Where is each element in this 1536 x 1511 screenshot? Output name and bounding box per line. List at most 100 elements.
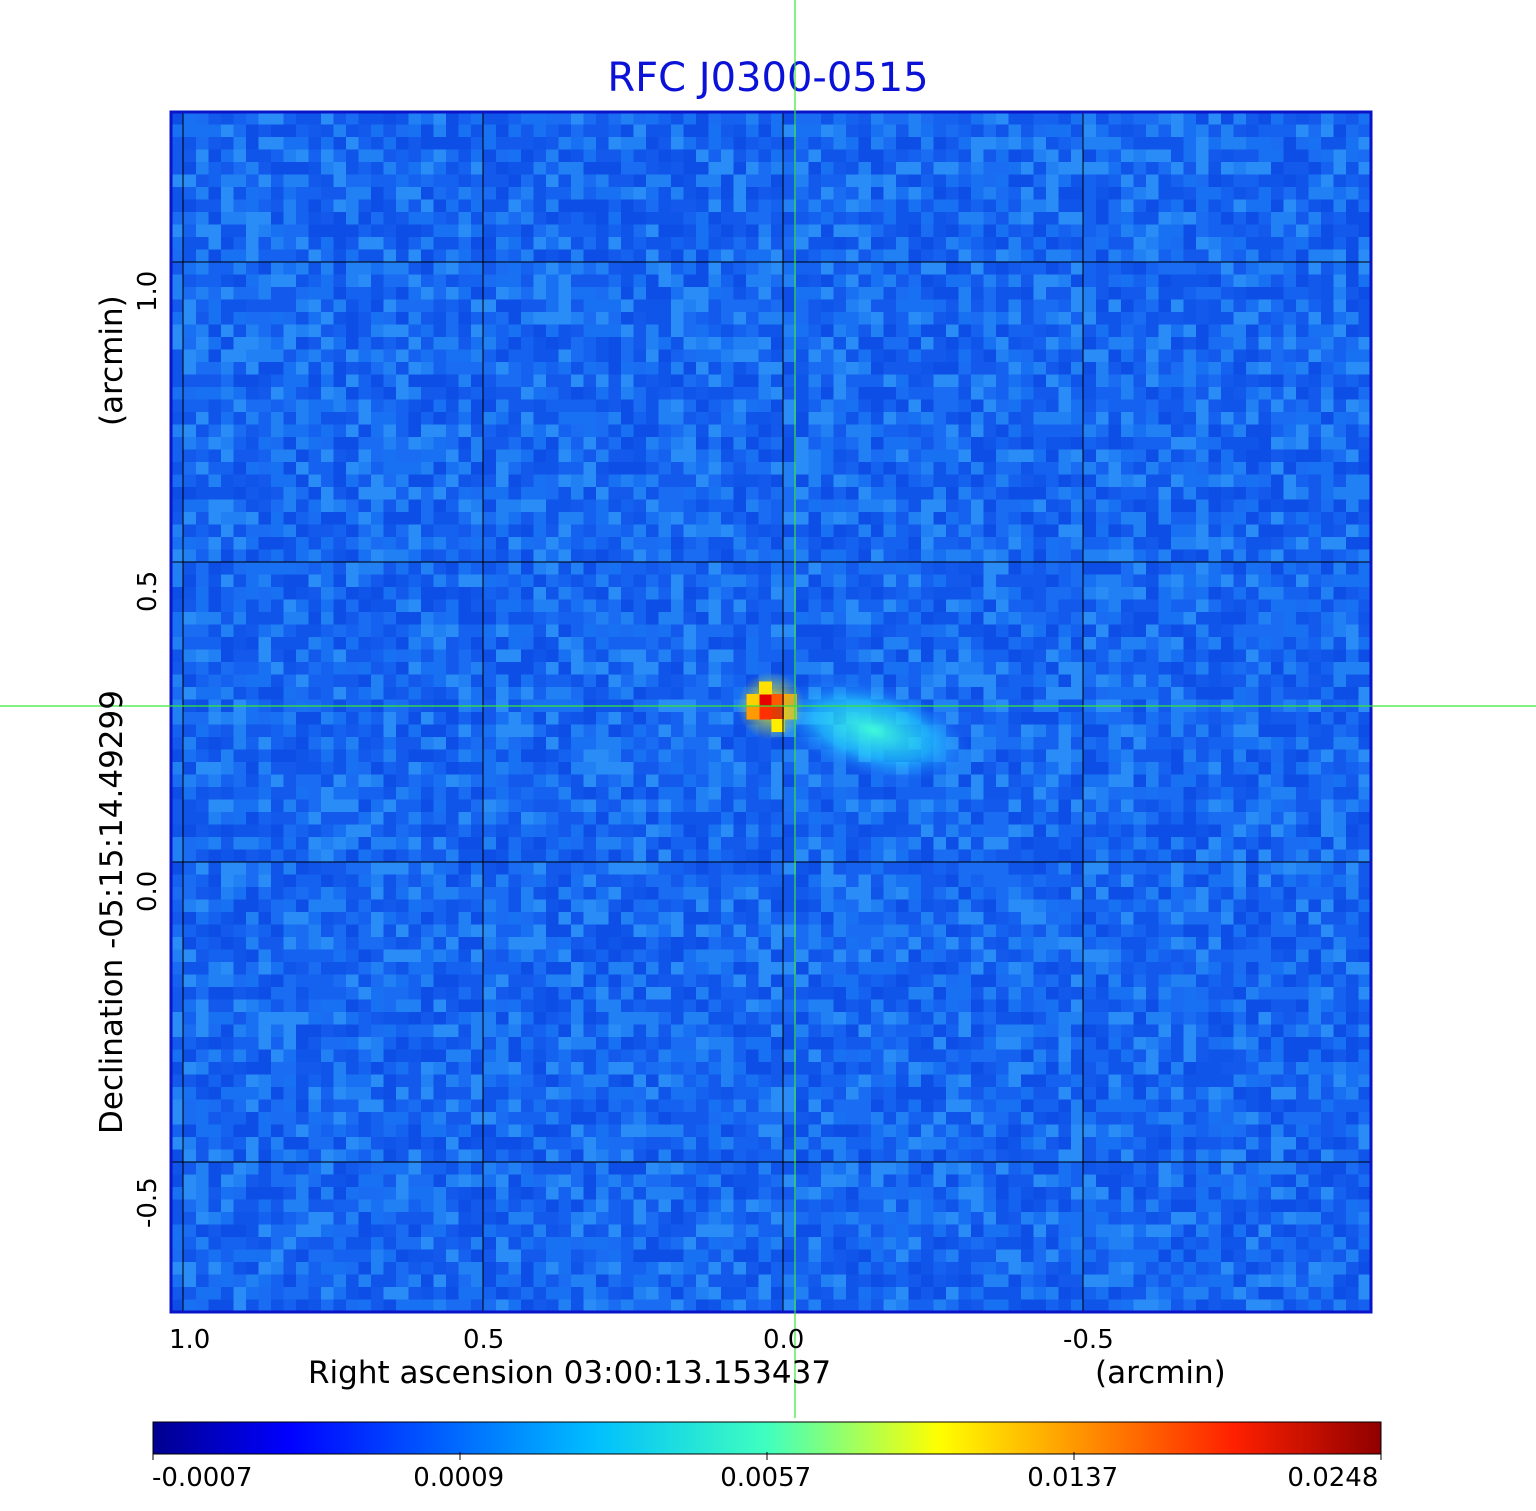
- heatmap-cell: [1358, 687, 1371, 701]
- heatmap-cell: [183, 662, 197, 676]
- heatmap-cell: [221, 337, 235, 351]
- heatmap-cell: [1108, 399, 1122, 413]
- heatmap-cell: [533, 574, 547, 588]
- heatmap-cell: [1346, 374, 1360, 388]
- heatmap-cell: [908, 424, 922, 438]
- heatmap-cell: [771, 112, 785, 126]
- heatmap-cell: [383, 237, 397, 251]
- heatmap-cell: [1146, 149, 1160, 163]
- heatmap-cell: [371, 437, 385, 451]
- heatmap-cell: [533, 212, 547, 226]
- heatmap-cell: [346, 599, 360, 613]
- heatmap-cell: [421, 412, 435, 426]
- heatmap-cell: [983, 212, 997, 226]
- heatmap-cell: [458, 587, 472, 601]
- heatmap-cell: [196, 537, 210, 551]
- heatmap-cell: [646, 674, 660, 688]
- heatmap-cell: [508, 312, 522, 326]
- heatmap-cell: [521, 324, 535, 338]
- heatmap-cell: [833, 187, 847, 201]
- heatmap-cell: [971, 499, 985, 513]
- heatmap-cell: [821, 237, 835, 251]
- heatmap-cell: [1133, 499, 1147, 513]
- heatmap-cell: [1358, 212, 1371, 226]
- heatmap-cell: [1221, 624, 1235, 638]
- heatmap-cell: [1208, 249, 1222, 263]
- heatmap-cell: [1158, 237, 1172, 251]
- heatmap-cell: [1071, 149, 1085, 163]
- heatmap-cell: [846, 499, 860, 513]
- heatmap-cell: [921, 137, 935, 151]
- heatmap-cell: [1208, 274, 1222, 288]
- heatmap-cell: [1108, 537, 1122, 551]
- heatmap-cell: [521, 674, 535, 688]
- heatmap-cell: [1283, 662, 1297, 676]
- heatmap-cell: [883, 437, 897, 451]
- heatmap-cell: [1296, 424, 1310, 438]
- heatmap-cell: [633, 437, 647, 451]
- heatmap-cell: [1346, 424, 1360, 438]
- heatmap-cell: [1296, 624, 1310, 638]
- heatmap-cell: [1233, 249, 1247, 263]
- heatmap-cell: [308, 312, 322, 326]
- heatmap-cell: [196, 124, 210, 138]
- heatmap-cell: [696, 537, 710, 551]
- heatmap-cell: [933, 337, 947, 351]
- heatmap-cell: [396, 612, 410, 626]
- heatmap-cell: [471, 212, 485, 226]
- heatmap-cell: [958, 162, 972, 176]
- heatmap-cell: [483, 574, 497, 588]
- heatmap-cell: [496, 612, 510, 626]
- heatmap-cell: [1233, 212, 1247, 226]
- heatmap-cell: [896, 549, 910, 563]
- heatmap-cell: [846, 349, 860, 363]
- heatmap-cell: [1258, 324, 1272, 338]
- heatmap-cell: [271, 224, 285, 238]
- heatmap-cell: [646, 274, 660, 288]
- heatmap-cell: [508, 162, 522, 176]
- heatmap-cell: [696, 137, 710, 151]
- heatmap-cell: [1346, 437, 1360, 451]
- heatmap-cell: [721, 437, 735, 451]
- heatmap-cell: [408, 449, 422, 463]
- heatmap-cell: [546, 262, 560, 276]
- heatmap-cell: [508, 187, 522, 201]
- heatmap-cell: [921, 437, 935, 451]
- heatmap-cell: [1021, 512, 1035, 526]
- heatmap-cell: [746, 324, 760, 338]
- heatmap-cell: [296, 224, 310, 238]
- heatmap-cell: [883, 124, 897, 138]
- heatmap-cell: [221, 749, 235, 763]
- heatmap-cell: [1308, 124, 1322, 138]
- heatmap-cell: [946, 587, 960, 601]
- heatmap-cell: [308, 499, 322, 513]
- heatmap-cell: [546, 687, 560, 701]
- heatmap-cell: [1296, 687, 1310, 701]
- heatmap-cell: [846, 474, 860, 488]
- heatmap-cell: [521, 537, 535, 551]
- heatmap-cell: [1108, 174, 1122, 188]
- heatmap-cell: [871, 637, 885, 651]
- heatmap-cell: [246, 712, 260, 726]
- heatmap-cell: [746, 449, 760, 463]
- heatmap-cell: [358, 262, 372, 276]
- heatmap-cell: [796, 599, 810, 613]
- heatmap-cell: [408, 212, 422, 226]
- heatmap-cell: [608, 599, 622, 613]
- heatmap-cell: [796, 224, 810, 238]
- heatmap-cell: [1171, 112, 1185, 126]
- heatmap-cell: [1121, 424, 1135, 438]
- heatmap-cell: [283, 412, 297, 426]
- heatmap-cell: [1121, 362, 1135, 376]
- heatmap-cell: [471, 562, 485, 576]
- heatmap-cell: [958, 424, 972, 438]
- heatmap-cell: [471, 199, 485, 213]
- heatmap-cell: [458, 312, 472, 326]
- heatmap-cell: [696, 524, 710, 538]
- heatmap-cell: [846, 587, 860, 601]
- heatmap-cell: [971, 262, 985, 276]
- heatmap-cell: [1196, 374, 1210, 388]
- heatmap-cell: [1096, 437, 1110, 451]
- heatmap-cell: [958, 174, 972, 188]
- heatmap-cell: [283, 399, 297, 413]
